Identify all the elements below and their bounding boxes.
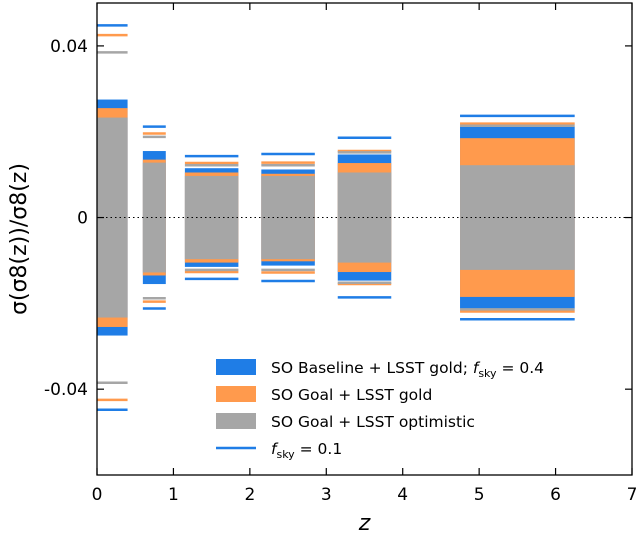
- axis-ticks: [96, 3, 633, 475]
- y-tick-label: -0.04: [44, 380, 88, 400]
- y-tick-label: 0: [77, 209, 88, 229]
- legend: SO Baseline + LSST gold; fsky = 0.4 SO Go…: [216, 359, 544, 461]
- band-bar-optimistic-bin3: [184, 175, 239, 260]
- y-axis-label: σ(σ8(z))/σ8(z): [7, 163, 32, 315]
- x-tick-label: 4: [397, 485, 408, 505]
- band-bar-optimistic-bin2: [142, 162, 166, 273]
- fsky-0.1-markers: [97, 24, 575, 412]
- x-tick-label: 6: [550, 485, 561, 505]
- band-bar-optimistic-bin6: [460, 165, 575, 270]
- x-tick-label: 5: [474, 485, 485, 505]
- legend-label: SO Goal + LSST optimistic: [271, 413, 475, 431]
- legend-label: SO Goal + LSST gold: [271, 386, 432, 404]
- x-tick-label: 1: [168, 485, 179, 505]
- legend-label: SO Baseline + LSST gold; fsky = 0.4: [271, 359, 544, 380]
- x-tick-label: 2: [244, 485, 255, 505]
- legend-swatch: [216, 386, 256, 402]
- band-bar-optimistic-bin4: [261, 175, 315, 260]
- x-tick-label: 7: [627, 485, 638, 505]
- legend-swatch: [216, 413, 256, 429]
- x-axis-label: z: [358, 511, 371, 536]
- x-tick-label: 0: [92, 485, 103, 505]
- x-tick-label: 3: [321, 485, 332, 505]
- legend-label: fsky = 0.1: [271, 440, 342, 461]
- error-bands: [97, 99, 575, 336]
- band-bar-optimistic-bin5: [337, 172, 392, 263]
- legend-swatch: [216, 359, 256, 375]
- tick-labels: 0 1 2 3 4 5 6 7 0.04 0 -0.04: [44, 37, 637, 505]
- plot-frame: [96, 2, 633, 476]
- y-tick-label: 0.04: [50, 37, 88, 57]
